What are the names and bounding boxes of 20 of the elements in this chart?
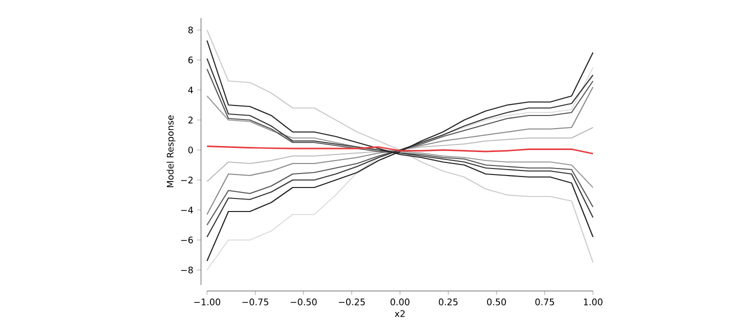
y-tick-label: 0: [188, 146, 193, 154]
y-tick-label: −2: [181, 176, 193, 184]
x-tick-label: −0.50: [290, 298, 317, 306]
x-tick-label: 1.00: [584, 298, 602, 306]
y-tick-label: 8: [188, 26, 193, 34]
x-tick-label: 0.00: [390, 298, 410, 306]
y-tick-label: 2: [188, 116, 193, 124]
x-tick-label: 0.75: [535, 298, 554, 306]
x-tick-label: 0.50: [487, 298, 506, 306]
y-tick-label: 6: [188, 56, 193, 64]
y-tick-label: −4: [181, 206, 193, 214]
y-tick-label: −6: [181, 236, 193, 244]
y-axis-title: Model Response: [166, 115, 176, 188]
x-tick-label: −0.75: [242, 298, 268, 306]
y-tick-label: 4: [188, 86, 193, 94]
x-axis-title: x2: [394, 310, 405, 317]
x-tick-label: 0.25: [438, 298, 458, 306]
y-tick-label: −8: [181, 266, 193, 274]
x-tick-label: −0.25: [338, 298, 365, 306]
x-tick-label: −1.00: [194, 298, 220, 306]
